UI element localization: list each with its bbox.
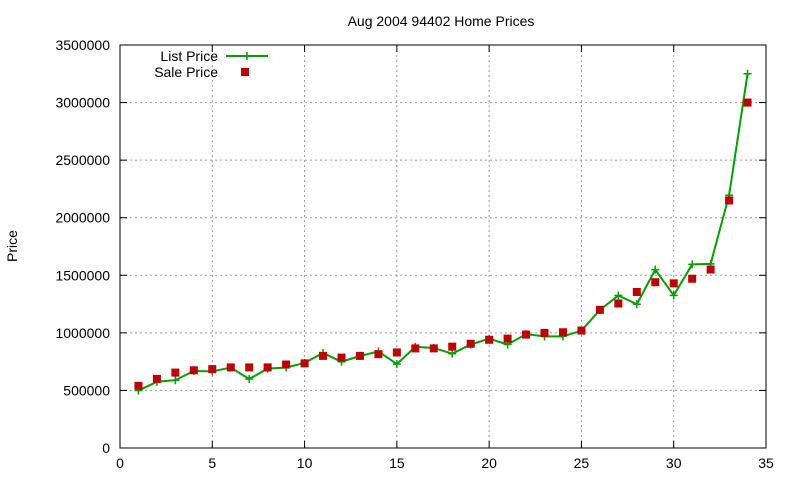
series-layer [134,69,752,395]
x-tick-label: 25 [574,455,590,471]
sale-price-point [595,305,604,314]
axis-ticks: 0 500000 1000000 1500000 2000000 2500000 30000… [55,37,774,471]
sale-price-point [411,344,420,353]
x-tick-label: 35 [758,455,774,471]
x-tick-label: 30 [666,455,682,471]
y-tick-label: 500000 [63,382,110,398]
x-tick-label: 0 [116,455,124,471]
y-tick-label: 0 [102,440,110,456]
sale-price-point [614,299,623,308]
list-price-point [392,360,401,369]
y-tick-label: 3000000 [55,95,110,111]
list-price-point [171,376,180,385]
x-tick-label: 10 [297,455,313,471]
legend-square-marker [241,68,249,76]
y-tick-label: 2000000 [55,210,110,226]
sale-price-point [226,363,235,372]
list-price-point [614,291,623,300]
series-list-price [134,69,752,395]
sale-price-point [282,360,291,369]
sale-price-point [577,326,586,335]
list-price-point [669,291,678,300]
sale-price-point [134,381,143,390]
sale-price-point [651,278,660,287]
sale-price-point [392,348,401,357]
sale-price-point [245,363,254,372]
plot-frame [119,44,767,449]
x-tick-label: 20 [481,455,497,471]
sale-price-point [522,330,531,339]
sale-price-point [355,351,364,360]
sale-price-point [171,368,180,377]
chart-title: Aug 2004 94402 Home Prices [348,13,535,29]
sale-price-point [300,359,309,368]
sale-price-point [319,351,328,360]
list-price-line [138,73,749,392]
y-tick-label: 2500000 [55,152,110,168]
sale-price-point [429,344,438,353]
legend-label: List Price [160,48,218,64]
sale-price-point [374,350,383,359]
sale-price-point [540,328,549,337]
sale-price-point [503,334,512,343]
sale-price-point [263,363,272,372]
y-axis-label: Price [4,230,20,262]
y-tick-label: 3500000 [55,37,110,53]
sale-price-point [337,353,346,362]
list-price-point [448,349,457,358]
legend-label: Sale Price [154,64,218,80]
x-tick-label: 15 [389,455,405,471]
sale-price-point [485,335,494,344]
sale-price-point [688,274,697,283]
sale-price-point [725,196,734,205]
grid [120,45,766,448]
legend-plus-marker [243,52,251,60]
list-price-point [743,69,752,78]
sale-price-point [632,287,641,296]
y-tick-label: 1500000 [55,267,110,283]
sale-price-point [466,339,475,348]
sale-price-point [706,265,715,274]
sale-price-point [558,328,567,337]
sale-price-point [743,98,752,107]
x-tick-label: 5 [208,455,216,471]
list-price-point [651,265,660,274]
y-tick-label: 1000000 [55,325,110,341]
sale-price-point [669,279,678,288]
list-price-point [245,375,254,384]
sale-price-point [448,342,457,351]
sale-price-point [208,365,217,374]
list-price-point [688,260,697,269]
sale-price-point [152,374,161,383]
series-sale-price [134,98,752,390]
sale-price-point [189,366,198,375]
list-price-point [632,300,641,309]
